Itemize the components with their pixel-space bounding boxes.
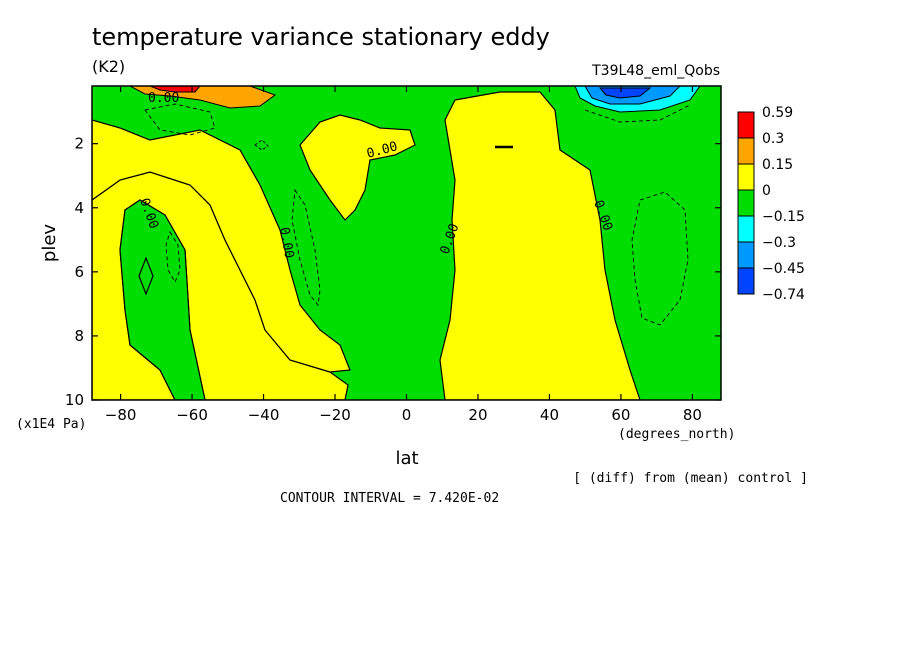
- y-tick-label: 10: [65, 391, 84, 409]
- contour-label: 0.00: [148, 91, 179, 106]
- colorbar-label: 0: [762, 183, 771, 199]
- x-axis: −80 −60 −40 −20 0 20 40 60 80: [105, 86, 702, 424]
- chart-title: temperature variance stationary eddy: [92, 23, 550, 51]
- x-tick-label: 80: [683, 406, 702, 424]
- x-tick-label: 0: [402, 406, 412, 424]
- colorbar-swatch: [737, 241, 755, 269]
- colorbar: 0.59 0.3 0.15 0 −0.15 −0.3 −0.45 −0.74: [737, 105, 805, 303]
- dashed-contour-2: [291, 188, 321, 307]
- diamond-contour: [138, 256, 154, 296]
- colorbar-label: 0.59: [762, 105, 793, 121]
- units-label: (K2): [92, 57, 125, 76]
- colorbar-label: −0.15: [762, 209, 805, 225]
- x-tick-label: 60: [611, 406, 630, 424]
- dashed-contour-5: [584, 104, 691, 123]
- dashed-contour-3: [631, 191, 689, 326]
- orange-region-top: [129, 86, 277, 109]
- y-tick-label: 8: [74, 327, 84, 345]
- colorbar-label: −0.45: [762, 261, 805, 277]
- dashed-contour-4: [144, 103, 216, 136]
- y-axis-label: plev: [39, 224, 60, 263]
- colorbar-swatch: [737, 111, 755, 139]
- colorbar-label: −0.74: [762, 287, 805, 303]
- x-tick-label: −80: [105, 406, 137, 424]
- y-tick-label: 4: [74, 199, 84, 217]
- yellow-region-south-2: [92, 119, 351, 373]
- x-units-label: (degrees_north): [618, 427, 735, 442]
- x-axis-label: lat: [395, 448, 418, 469]
- x-tick-label: −60: [176, 406, 208, 424]
- colorbar-label: 0.15: [762, 157, 793, 173]
- y-tick-label: 2: [74, 135, 84, 153]
- contour-label: 0.00: [276, 226, 296, 259]
- colorbar-swatch: [737, 215, 755, 243]
- y-tick-label: 6: [74, 263, 84, 281]
- contour-interval: CONTOUR INTERVAL = 7.420E-02: [280, 491, 499, 506]
- diff-note: [ (diff) from (mean) control ]: [573, 471, 808, 486]
- colorbar-label: −0.3: [762, 235, 796, 251]
- run-label: T39L48_eml_Qobs: [591, 63, 720, 79]
- contour-plot: 0.00 0.00 0.00 0.00 0.00 0.00 −80 −60 −40−…: [65, 85, 722, 424]
- yellow-region-upper-mid: [299, 114, 416, 221]
- small-contour-40s: [254, 139, 269, 151]
- colorbar-label: 0.3: [762, 131, 784, 147]
- x-tick-label: −20: [319, 406, 351, 424]
- green-tongue-south: [119, 199, 206, 400]
- deep-blue-region-top: [598, 87, 652, 99]
- y-units-label: (x1E4 Pa): [16, 417, 86, 432]
- yellow-region-central: [439, 91, 641, 400]
- x-tick-label: 20: [468, 406, 487, 424]
- colorbar-swatch: [737, 163, 755, 191]
- y-axis: 2 4 6 8 10: [65, 135, 721, 409]
- dashed-contour-1: [165, 230, 181, 284]
- colorbar-swatch: [737, 137, 755, 165]
- colorbar-swatch: [737, 267, 755, 295]
- x-tick-label: −40: [248, 406, 280, 424]
- x-tick-label: 40: [540, 406, 559, 424]
- colorbar-swatch: [737, 189, 755, 217]
- red-region-top: [149, 86, 201, 93]
